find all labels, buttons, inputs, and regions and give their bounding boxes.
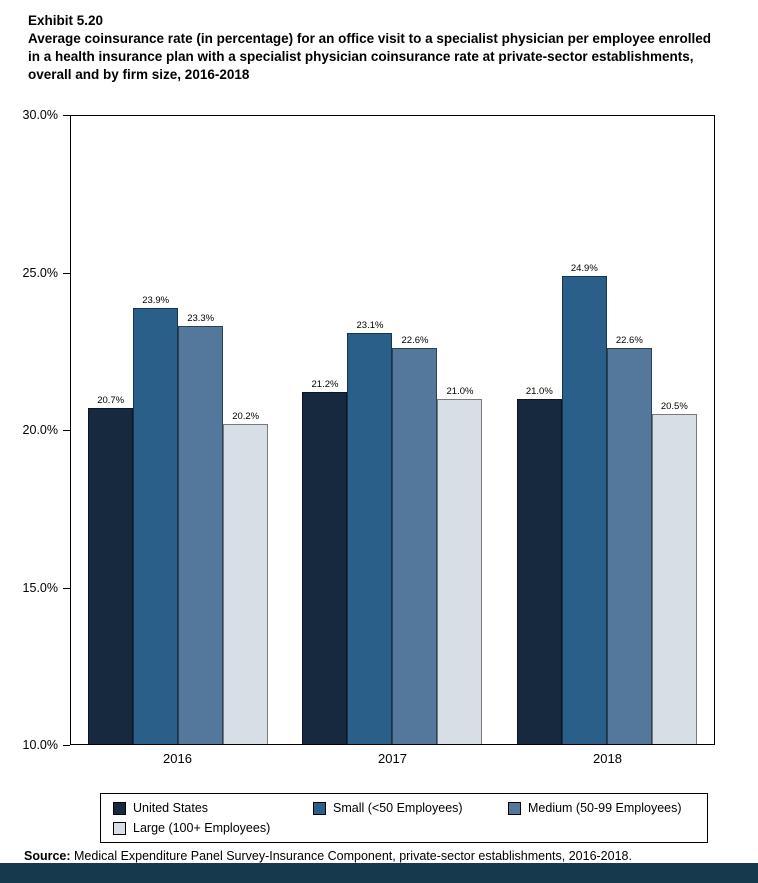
legend: United States Small (<50 Employees) Medium… <box>100 793 708 843</box>
y-axis-label: 10.0% <box>22 738 58 752</box>
y-axis-tick <box>63 272 70 274</box>
source-text: Medical Expenditure Panel Survey-Insuran… <box>70 849 632 863</box>
header: Exhibit 5.20 Average coinsurance rate (i… <box>28 12 728 84</box>
bar-group-2017: 21.2% 23.1% 22.6% 21.0% <box>285 116 499 744</box>
legend-label: Small (<50 Employees) <box>333 801 463 815</box>
x-axis-label-2017: 2017 <box>378 751 407 766</box>
y-axis-label: 30.0% <box>22 108 58 122</box>
legend-swatch <box>313 801 326 815</box>
bar-value-label: 23.9% <box>142 294 170 306</box>
bar-medium-50-99-employees <box>178 326 224 744</box>
bar-wrap: 24.9% <box>561 116 607 744</box>
bar-medium-50-99-employees <box>606 348 652 744</box>
x-axis-label-2018: 2018 <box>593 751 622 766</box>
bar-value-label: 20.2% <box>232 410 260 422</box>
bar-wrap: 22.6% <box>392 116 438 744</box>
bar-large-100-employees <box>223 423 269 744</box>
y-axis-label: 20.0% <box>22 423 58 437</box>
bar-united-states <box>88 408 134 744</box>
source-label: Source: <box>24 849 71 863</box>
bar-wrap: 23.3% <box>178 116 224 744</box>
bar-value-label: 20.7% <box>97 395 125 407</box>
y-axis-tick <box>63 430 70 431</box>
bar-wrap: 23.9% <box>133 116 179 744</box>
y-axis-tick <box>63 115 70 116</box>
bar-small-50-employees <box>347 332 393 744</box>
bar-value-label: 21.0% <box>525 385 553 397</box>
bar-united-states <box>516 398 562 744</box>
legend-swatch <box>508 801 521 815</box>
legend-label: Large (100+ Employees) <box>133 821 271 835</box>
bar-wrap: 20.5% <box>651 116 697 744</box>
bar-wrap: 22.6% <box>606 116 652 744</box>
legend-label: Medium (50-99 Employees) <box>528 801 682 815</box>
bar-wrap: 20.7% <box>88 116 134 744</box>
bar-value-label: 21.2% <box>311 379 339 391</box>
bar-value-label: 21.0% <box>446 385 474 397</box>
plot-area: 20.7% 23.9% 23.3% 20.2% 21.2% 23.1% 22.6% 21.0%… <box>70 115 715 745</box>
bar-group-2016: 20.7% 23.9% 23.3% 20.2% <box>71 116 285 744</box>
bar-small-50-employees <box>561 276 607 744</box>
bar-value-label: 22.6% <box>401 335 429 347</box>
bar-value-label: 23.3% <box>187 313 215 325</box>
bar-wrap: 21.0% <box>516 116 562 744</box>
bar-wrap: 21.2% <box>302 116 348 744</box>
x-axis: 2016 2017 2018 <box>70 751 715 766</box>
bar-wrap: 23.1% <box>347 116 393 744</box>
legend-item: Medium (50-99 Employees) <box>508 801 695 815</box>
bar-value-label: 22.6% <box>615 335 643 347</box>
bar-small-50-employees <box>133 307 179 744</box>
legend-swatch <box>113 821 126 835</box>
source-note: Source: Medical Expenditure Panel Survey… <box>24 849 744 863</box>
y-axis-tick <box>63 587 70 589</box>
legend-item: United States <box>113 801 313 815</box>
legend-swatch <box>113 801 126 815</box>
footer-bar <box>0 863 758 883</box>
legend-item: Large (100+ Employees) <box>113 821 313 835</box>
bar-value-label: 20.5% <box>660 401 688 413</box>
bar-wrap: 21.0% <box>437 116 483 744</box>
bar-large-100-employees <box>437 398 483 744</box>
legend-item: Small (<50 Employees) <box>313 801 508 815</box>
exhibit-label: Exhibit 5.20 <box>28 13 104 28</box>
bar-wrap: 20.2% <box>223 116 269 744</box>
bar-group-2018: 21.0% 24.9% 22.6% 20.5% <box>500 116 714 744</box>
bar-value-label: 23.1% <box>356 319 384 331</box>
page-title: Average coinsurance rate (in percentage)… <box>28 31 711 82</box>
y-axis: 10.0% 15.0% 20.0% 25.0% 30.0% <box>0 108 70 752</box>
chart: 10.0% 15.0% 20.0% 25.0% 30.0% 20.7% 23.9% 23.3… <box>0 108 758 770</box>
y-axis-tick <box>63 745 70 746</box>
bar-united-states <box>302 392 348 744</box>
legend-label: United States <box>133 801 209 815</box>
bar-large-100-employees <box>651 414 697 744</box>
y-axis-label: 25.0% <box>22 265 58 280</box>
x-axis-label-2016: 2016 <box>163 751 192 766</box>
bar-value-label: 24.9% <box>570 263 598 275</box>
bar-medium-50-99-employees <box>392 348 438 744</box>
y-axis-label: 15.0% <box>22 580 58 595</box>
